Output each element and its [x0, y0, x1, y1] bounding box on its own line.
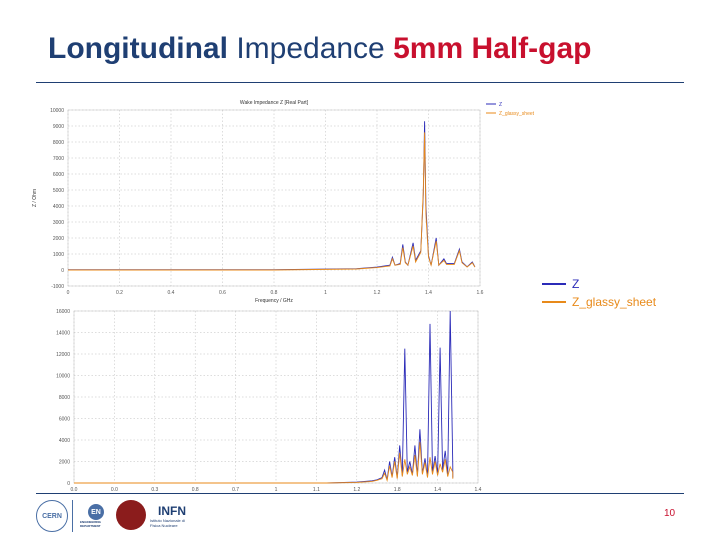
- en-logo-mark: EN: [88, 504, 104, 520]
- top-chart: -100001000200030004000500060007000800090…: [32, 100, 535, 304]
- y-tick-label: 5000: [53, 188, 64, 194]
- legend-label-z: Z: [572, 277, 580, 291]
- y-tick-label: 6000: [53, 172, 64, 178]
- legend-swatch-glassy: [542, 301, 566, 303]
- x-tick-label: 1.4: [434, 487, 441, 493]
- x-tick-label: 0.0: [111, 487, 118, 493]
- slide-title: Longitudinal Impedance 5mm Half-gap: [48, 32, 591, 66]
- x-tick-label: 0.8: [271, 290, 278, 296]
- legend-swatch-z: [542, 283, 566, 285]
- series-line-z: [68, 121, 476, 271]
- y-tick-label: 3000: [53, 220, 64, 226]
- chart-legend: Z Z_glassy_sheet: [542, 275, 656, 311]
- y-tick-label: 0: [61, 268, 64, 274]
- title-word-longitudinal: Longitudinal: [48, 32, 228, 65]
- y-tick-label: 2000: [53, 236, 64, 242]
- y-tick-label: 2000: [59, 460, 70, 466]
- y-axis-label: Z / Ohm: [32, 189, 38, 207]
- y-tick-label: 6000: [59, 417, 70, 423]
- x-tick-label: 0.8: [192, 487, 199, 493]
- title-word-impedance: Impedance: [236, 32, 385, 65]
- y-tick-label: 12000: [56, 352, 70, 358]
- chart-title: Wake Impedance Z [Real Part]: [240, 100, 309, 106]
- y-tick-label: 10000: [50, 108, 64, 114]
- university-seal-logo: [116, 500, 146, 530]
- en-logo-caption: ENGINEERING DEPARTMENT: [80, 520, 102, 528]
- x-tick-label: 1.1: [313, 487, 320, 493]
- x-tick-label: 1.2: [353, 487, 360, 493]
- x-tick-label: 0: [67, 290, 70, 296]
- infn-logo-caption: Istituto Nazionale di Fisica Nucleare: [150, 518, 185, 528]
- y-tick-label: 8000: [59, 395, 70, 401]
- x-axis-label: Frequency / GHz: [255, 298, 293, 304]
- y-tick-label: 14000: [56, 331, 70, 337]
- logo-separator: [72, 500, 73, 532]
- series-line-glassy: [68, 132, 476, 271]
- series-line-glassy: [74, 442, 454, 484]
- footer-divider: [36, 493, 684, 494]
- x-tick-label: 0.3: [151, 487, 158, 493]
- infn-logo-text: INFN: [158, 504, 186, 518]
- x-tick-label: 0.2: [116, 290, 123, 296]
- en-logo: EN ENGINEERING DEPARTMENT: [80, 498, 112, 534]
- y-tick-label: 4000: [59, 438, 70, 444]
- x-tick-label: 0.0: [71, 487, 78, 493]
- x-tick-label: 1: [275, 487, 278, 493]
- y-tick-label: 8000: [53, 140, 64, 146]
- legend-item-glassy: Z_glassy_sheet: [542, 293, 656, 311]
- y-tick-label: 4000: [53, 204, 64, 210]
- y-tick-label: 7000: [53, 156, 64, 162]
- y-tick-label: 10000: [56, 374, 70, 380]
- mini-legend-label: Z: [499, 102, 502, 108]
- infn-logo: INFN Istituto Nazionale di Fisica Nuclea…: [150, 498, 194, 534]
- x-tick-label: 0.7: [232, 487, 239, 493]
- x-tick-label: 1: [324, 290, 327, 296]
- y-tick-label: -1000: [51, 284, 64, 290]
- legend-item-z: Z: [542, 275, 656, 293]
- x-tick-label: 1.6: [477, 290, 484, 296]
- x-tick-label: 0.6: [219, 290, 226, 296]
- y-tick-label: 0: [67, 481, 70, 487]
- title-divider: [36, 82, 684, 83]
- bottom-chart: 0 2000 4000 6000 8000 10000 12000 14000 16000 0.0…: [56, 309, 482, 493]
- x-tick-label: 1.4: [425, 290, 432, 296]
- title-half-gap: 5mm Half-gap: [393, 32, 592, 65]
- slide-number: 10: [664, 508, 676, 519]
- mini-legend-label: Z_glassy_sheet: [499, 111, 535, 117]
- x-tick-label: 1.4: [475, 487, 482, 493]
- y-tick-label: 16000: [56, 309, 70, 315]
- cern-logo: CERN: [36, 500, 68, 532]
- legend-label-glassy: Z_glassy_sheet: [572, 295, 657, 309]
- y-tick-label: 1000: [53, 252, 64, 258]
- y-tick-label: 9000: [53, 124, 64, 130]
- x-tick-label: 1.8: [394, 487, 401, 493]
- x-tick-label: 0.4: [168, 290, 175, 296]
- x-tick-label: 1.2: [374, 290, 381, 296]
